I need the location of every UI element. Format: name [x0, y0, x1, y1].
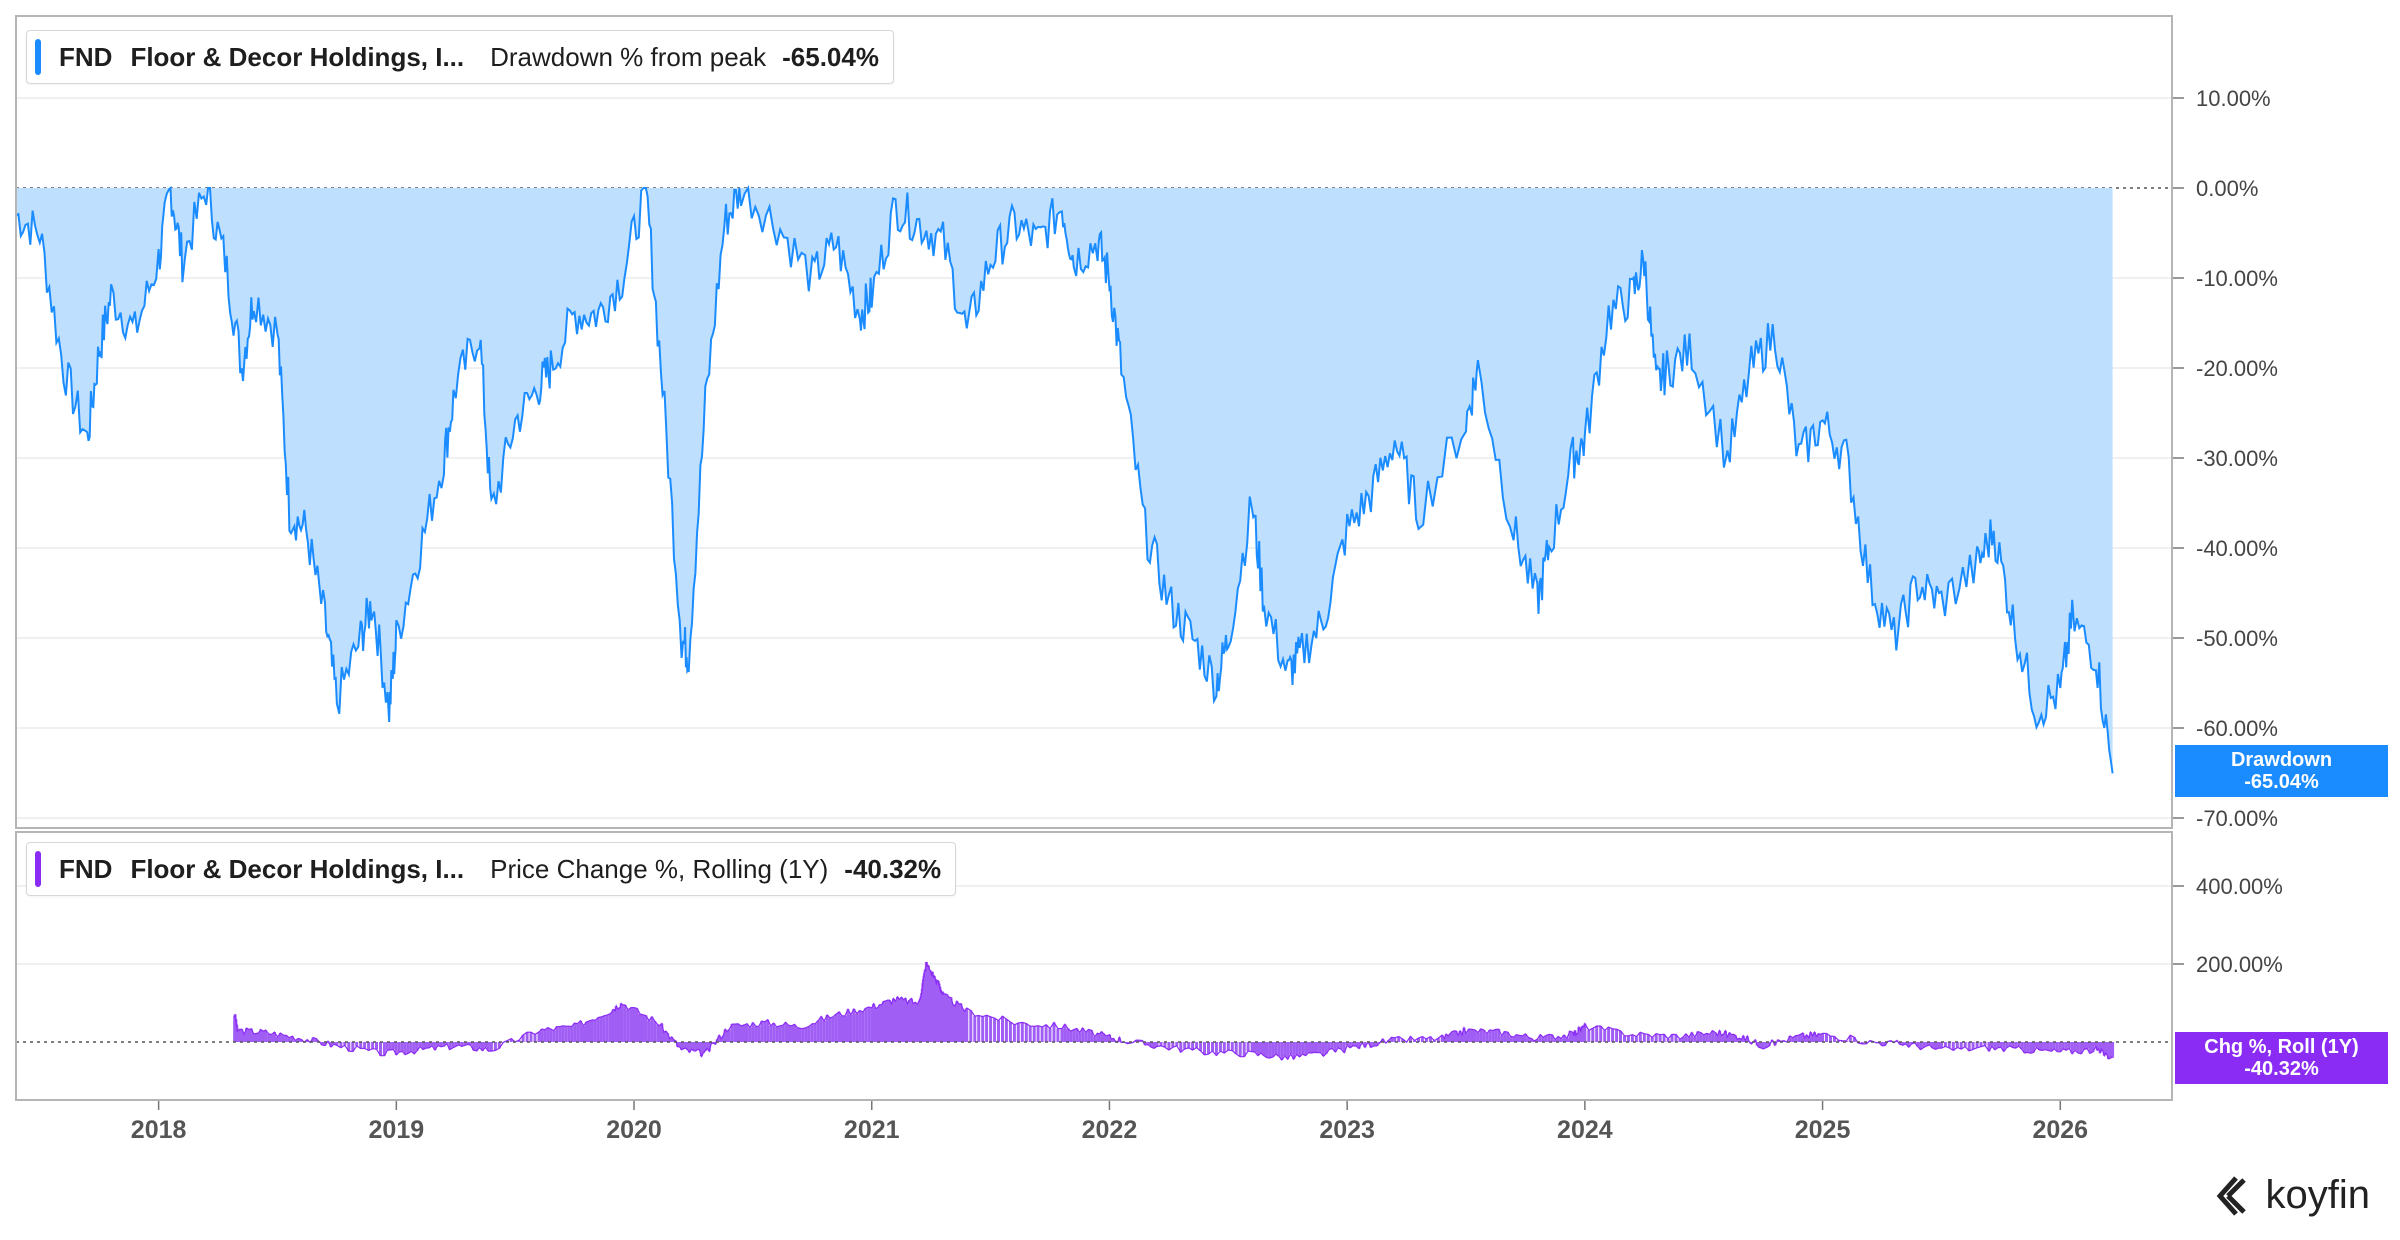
rolling-change-legend-name: Floor & Decor Holdings, I... [130, 853, 465, 884]
rolling-change-value-tag-value: -40.32% [2244, 1058, 2319, 1080]
drawdown-y-tick-label: -70.00% [2196, 806, 2278, 831]
x-axis-tick-label: 2018 [131, 1116, 187, 1144]
drawdown-value-tag: Drawdown -65.04% [2175, 745, 2388, 797]
x-axis-tick-label: 2021 [844, 1116, 900, 1144]
rolling-change-value-tag: Chg %, Roll (1Y) -40.32% [2175, 1032, 2388, 1084]
drawdown-legend-name: Floor & Decor Holdings, I... [130, 41, 465, 72]
rolling-change-legend-swatch [35, 851, 41, 887]
drawdown-pane: 10.00% 0.00% -10.00% -20.00% -30.00% -40.00% -… [15, 86, 2278, 831]
drawdown-legend-value: -65.04% [782, 41, 879, 72]
drawdown-y-tick-label: 10.00% [2196, 86, 2271, 111]
drawdown-legend-swatch [35, 39, 41, 75]
x-axis-tick-label: 2020 [606, 1116, 662, 1144]
drawdown-y-tick-label: -20.00% [2196, 356, 2278, 381]
rolling-change-y-tick-label: 200.00% [2196, 952, 2283, 977]
drawdown-y-tick-label: 0.00% [2196, 176, 2258, 201]
drawdown-pane-frame [15, 15, 2173, 829]
rolling-change-value-tag-label: Chg %, Roll (1Y) [2204, 1036, 2359, 1058]
drawdown-area [16, 188, 2113, 774]
drawdown-value-tag-label: Drawdown [2230, 749, 2333, 771]
rolling-change-pane: 400.00% 200.00% [16, 874, 2283, 1061]
drawdown-y-tick-label: -10.00% [2196, 266, 2278, 291]
rolling-change-legend-metric: Price Change %, Rolling (1Y) [490, 853, 829, 884]
koyfin-logo-icon [2216, 1175, 2246, 1216]
rolling-change-y-tick-label: 400.00% [2196, 874, 2283, 899]
drawdown-legend-metric: Drawdown % from peak [490, 41, 767, 72]
x-axis: 2018 2019 2020 2021 2022 2023 2024 2025 2026 [131, 1100, 2088, 1144]
rolling-change-line [234, 961, 2113, 1061]
x-axis-tick-label: 2022 [1082, 1116, 1138, 1144]
drawdown-y-tick-label: -30.00% [2196, 446, 2278, 471]
rolling-change-bars [233, 962, 2115, 1060]
koyfin-logo-text: koyfin [2265, 1173, 2371, 1217]
drawdown-y-tick-label: -40.00% [2196, 536, 2278, 561]
rolling-change-pane-frame [15, 831, 2173, 1101]
drawdown-y-tick-label: -50.00% [2196, 626, 2278, 651]
x-axis-tick-label: 2025 [1795, 1116, 1851, 1144]
drawdown-line [15, 185, 2114, 774]
x-axis-tick-label: 2026 [2032, 1116, 2088, 1144]
rolling-change-legend-ticker: FND [59, 853, 113, 884]
drawdown-value-tag-value: -65.04% [2244, 771, 2319, 793]
x-axis-tick-label: 2019 [369, 1116, 425, 1144]
drawdown-legend-ticker: FND [59, 41, 113, 72]
drawdown-y-tick-label: -60.00% [2196, 716, 2278, 741]
drawdown-legend[interactable]: FND Floor & Decor Holdings, I... Drawdow… [26, 30, 894, 84]
x-axis-tick-label: 2024 [1557, 1116, 1613, 1144]
rolling-change-legend-value: -40.32% [844, 853, 942, 884]
x-axis-tick-label: 2023 [1319, 1116, 1375, 1144]
rolling-change-legend[interactable]: FND Floor & Decor Holdings, I... Price C… [26, 842, 957, 896]
koyfin-logo[interactable]: koyfin [2214, 1173, 2371, 1218]
